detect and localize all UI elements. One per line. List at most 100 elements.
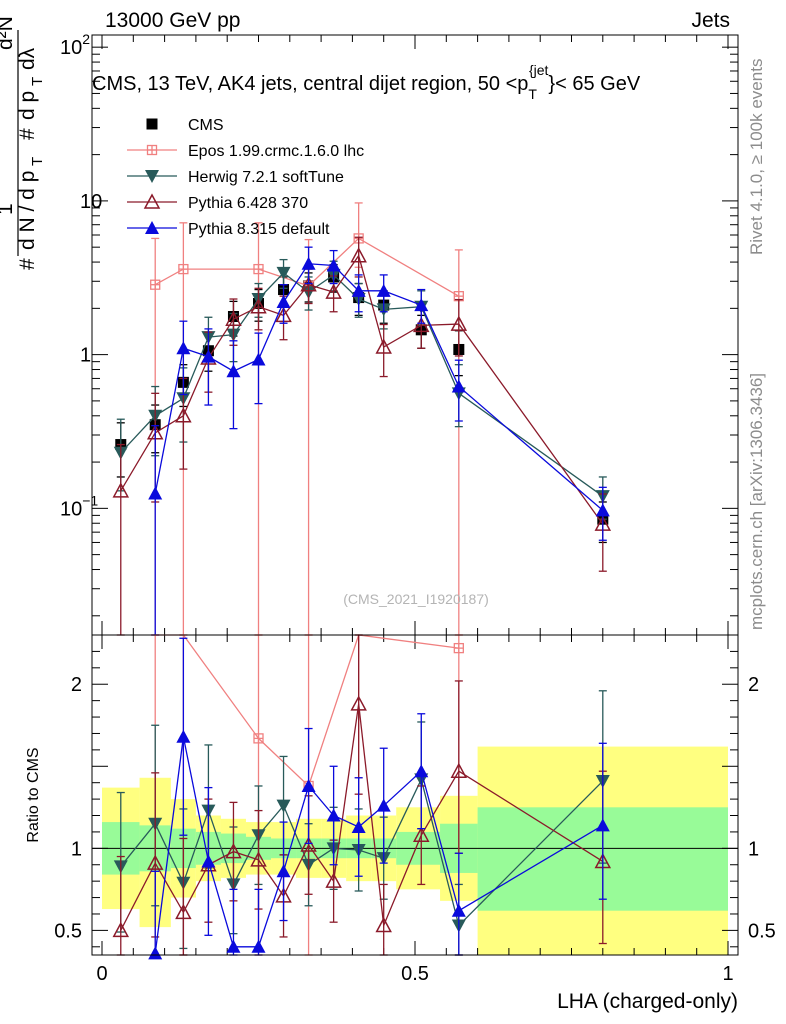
data-point [451,903,466,917]
data-point [250,851,267,867]
x-tick-label: 0 [96,963,107,985]
data-point [351,283,366,297]
series-line [120,777,604,927]
data-point [226,364,241,378]
data-point [148,486,163,500]
data-point [201,349,216,363]
legend-label: Epos 1.99.crmc.1.6.0 lhc [188,143,364,160]
y-tick-label-ratio: 2 [71,674,82,696]
legend-entry: Pythia 8.315 default [127,221,330,238]
y-tick-label-ratio-right: 2 [748,674,759,696]
svg-text:#: # [16,258,39,270]
svg-text:1: 1 [0,203,17,215]
svg-text:#: # [16,128,39,140]
y-tick-label-ratio-right: 1 [748,838,759,860]
data-point [253,733,264,744]
legend-label: Herwig 7.2.1 softTune [188,169,344,186]
data-point [175,407,192,423]
svg-text:T: T [29,77,46,86]
data-point [225,310,242,326]
data-point [325,872,342,888]
data-point [376,283,391,297]
data-point [112,921,130,938]
data-point [350,695,367,711]
series-line [120,272,604,497]
series-4 [148,246,610,636]
data-point [176,341,191,355]
data-point [413,316,430,333]
data-point [413,826,430,842]
data-point [375,916,392,933]
data-point [300,836,317,852]
series-4 [148,637,610,960]
data-point [148,946,163,960]
legend-marker [146,118,158,130]
chart-title: CMS, 13 TeV, AK4 jets, central dijet reg… [92,62,641,102]
data-point [595,818,610,832]
series-line [120,703,604,931]
data-point [375,338,392,354]
svg-text:dλ: dλ [16,47,39,70]
legend-marker [145,221,159,234]
data-point [251,352,266,366]
y-tick-label-main: 1 [80,345,91,367]
x-axis-label: LHA (charged-only) [557,990,738,1013]
data-point [250,298,267,314]
axes: 0 0.5 1 102 10 1 10−1 2 2 1 1 0.5 0.5 [54,31,776,985]
data-point [376,798,391,812]
data-point [414,298,429,312]
data-point [112,482,130,498]
data-point [450,315,468,331]
data-point [595,503,610,517]
legend-label: Pythia 8.315 default [188,221,330,238]
legend-entry: CMS [146,117,224,134]
y-tick-label-main: 10 [80,191,102,213]
y-tick-label-main: 10−1 [60,492,98,520]
y-tick-label-main: 102 [60,31,90,59]
y-axis-label-main: # d N / d p T # d p T dλ 1 d²N [0,16,46,270]
svg-text:d p: d p [16,91,39,120]
x-tick-label: 1 [722,963,733,985]
y-tick-label-ratio-right: 0.5 [748,920,776,942]
data-point [276,864,291,878]
legend: CMS Epos 1.99.crmc.1.6.0 lhc Herwig 7.2.1 … [127,117,364,238]
analysis-watermark: (CMS_2021_I1920187) [343,591,489,607]
data-point [226,939,241,953]
legend-marker [143,193,161,209]
data-point [301,256,316,270]
header-left: 13000 GeV pp [105,9,240,32]
data-point [325,283,342,299]
data-point [150,279,161,290]
legend-label: CMS [188,117,224,134]
data-point [450,762,468,778]
svg-text:d²N: d²N [0,16,17,50]
legend-entry: Pythia 6.428 370 [127,193,308,212]
data-point [326,808,341,822]
series-line [155,634,459,788]
x-tick-label: 0.5 [401,963,429,985]
data-point [414,764,429,778]
data-point [453,642,464,654]
legend-marker [145,170,159,183]
data-point [351,820,366,833]
legend-entry: Herwig 7.2.1 softTune [127,169,344,186]
ratio-panel-series [112,634,612,960]
data-point [451,379,466,393]
legend-entry: Epos 1.99.crmc.1.6.0 lhc [127,143,364,160]
data-point [225,843,242,859]
data-point [251,939,266,953]
data-point [276,294,291,308]
ratio-panel-frame [91,634,739,956]
mcplots-label: mcplots.cern.ch [arXiv:1306.3436] [747,373,766,630]
legend-label: Pythia 6.428 370 [188,195,308,212]
data-point [276,266,291,280]
data-point [350,247,367,263]
data-point [201,854,216,868]
data-point [300,276,317,292]
svg-text:d N / d p: d N / d p [16,171,39,250]
legend-marker [146,144,158,156]
data-point [176,729,191,743]
series-1 [151,634,464,956]
data-point [178,263,189,275]
